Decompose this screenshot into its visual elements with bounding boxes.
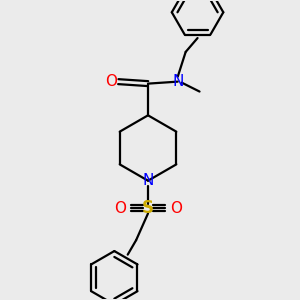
Text: S: S [142,200,154,217]
Text: N: N [172,74,183,89]
Text: N: N [142,173,154,188]
Text: O: O [114,201,126,216]
Text: O: O [170,201,182,216]
Text: O: O [105,74,117,89]
